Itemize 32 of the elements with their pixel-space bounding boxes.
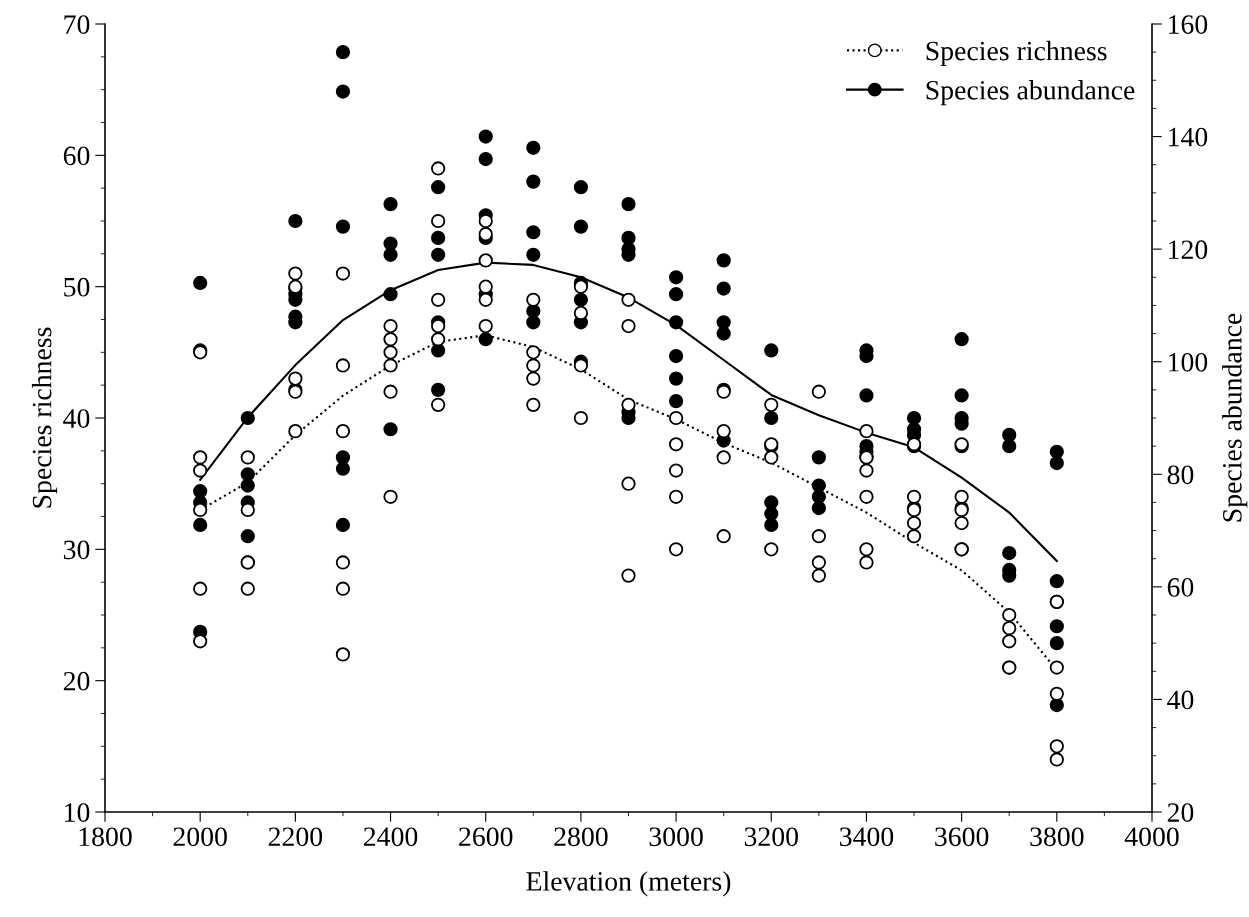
y-tick-label: 30 [63, 540, 90, 560]
x-axis-title: Elevation (meters) [526, 871, 731, 897]
y2-tick-label: 140 [1169, 127, 1208, 147]
x-tick-label: 1800 [79, 827, 132, 847]
y-tick-label: 60 [63, 146, 90, 166]
y2-tick-label: 60 [1167, 578, 1194, 597]
legend-label: Species abundance [926, 80, 1135, 106]
x-tick-label: 2400 [363, 827, 418, 847]
y-tick-label: 50 [64, 277, 90, 297]
x-tick-label: 2200 [268, 827, 323, 847]
y2-tick-label: 160 [1169, 15, 1208, 34]
y-tick-label: 40 [63, 409, 90, 428]
y2-tick-label: 100 [1169, 352, 1208, 372]
y-tick-label: 70 [64, 15, 90, 34]
x-tick-label: 3600 [935, 827, 989, 847]
y-axis-title: Species richness [31, 327, 58, 508]
legend-label: Species richness [926, 40, 1107, 67]
y-tick-label: 20 [63, 671, 90, 691]
x-tick-label: 3000 [649, 827, 703, 847]
y2-tick-label: 40 [1167, 690, 1194, 710]
y2-tick-label: 120 [1169, 240, 1208, 260]
x-tick-label: 3800 [1030, 827, 1084, 847]
x-tick-label: 4000 [1124, 827, 1179, 847]
x-tick-label: 2000 [173, 827, 227, 847]
x-tick-label: 2800 [554, 827, 608, 847]
x-tick-label: 3200 [744, 827, 798, 847]
x-tick-label: 2600 [459, 827, 513, 847]
y-tick-label: 10 [65, 803, 90, 822]
y2-axis-title: Species abundance [1222, 313, 1248, 522]
x-tick-label: 3400 [840, 827, 894, 847]
y2-tick-label: 20 [1167, 803, 1194, 822]
y2-tick-label: 80 [1167, 465, 1194, 485]
